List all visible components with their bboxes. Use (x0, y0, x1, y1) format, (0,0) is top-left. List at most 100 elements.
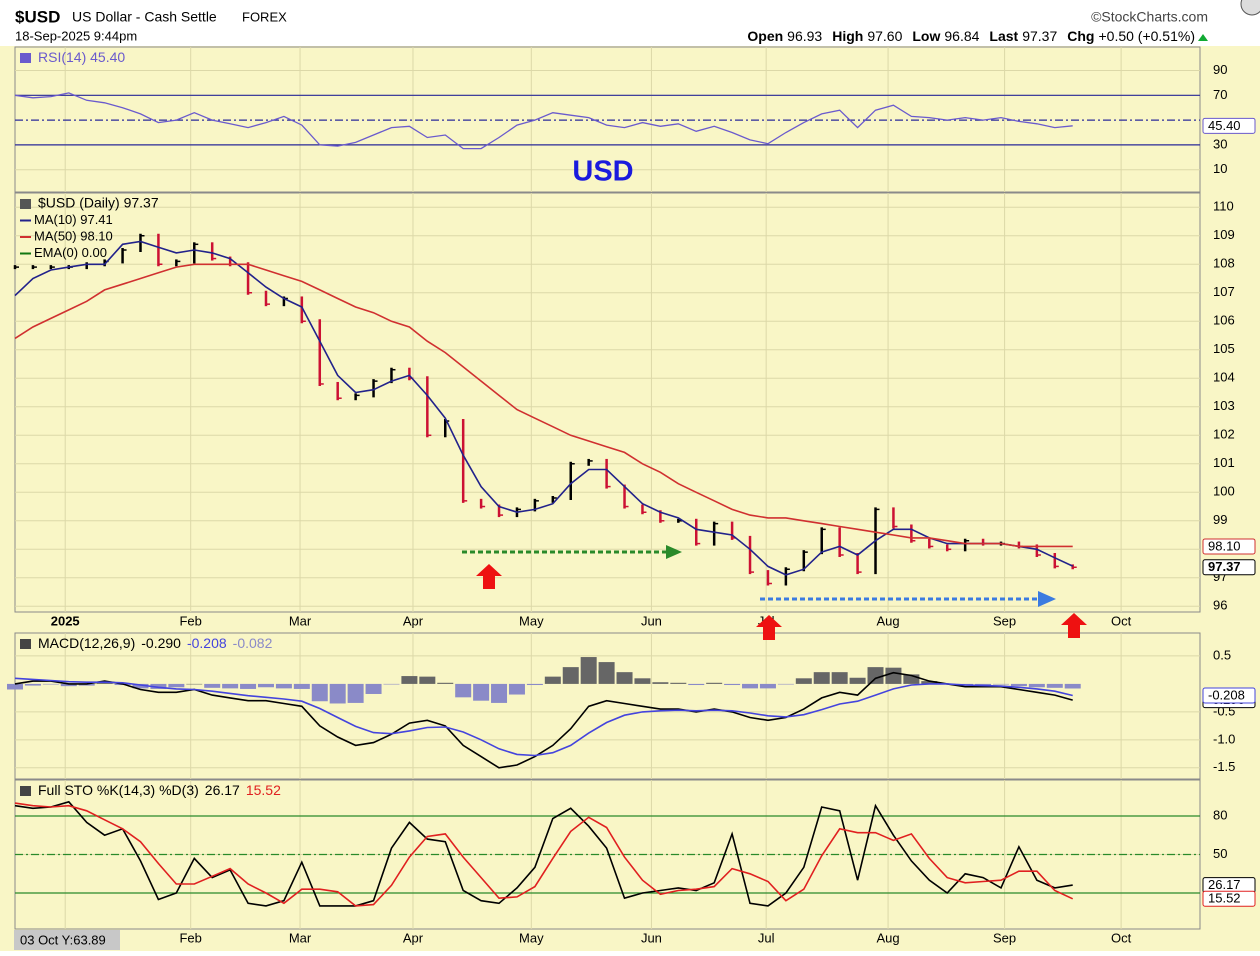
price-bar (1071, 564, 1077, 570)
y-tick-label: 99 (1213, 512, 1227, 527)
histogram-bar (7, 683, 23, 690)
legend-entry: EMA(0) 0.00 (34, 245, 107, 260)
y-tick-label: 0.5 (1213, 647, 1231, 662)
value-box (1202, 890, 1256, 907)
x-tick-label: Jun (641, 930, 662, 945)
x-tick-label: 2025 (51, 613, 80, 628)
legend-entry: $USD (Daily) 97.37 (38, 195, 159, 211)
annotation: USD (572, 156, 633, 188)
histogram-bar (293, 683, 310, 689)
price-bar (820, 527, 826, 555)
y-tick-label: 109 (1213, 227, 1235, 242)
value-box (1202, 538, 1256, 555)
price-bar (928, 538, 934, 549)
histogram-bar (544, 676, 561, 684)
x-tick-label: Oct (1111, 613, 1132, 628)
y-tick-label: 108 (1213, 256, 1235, 271)
price-bar (479, 498, 486, 509)
histogram-bar (508, 683, 525, 695)
histogram-bar (78, 683, 95, 686)
histogram-bar (240, 683, 257, 689)
histogram-bar (257, 683, 274, 688)
histogram-bar (670, 682, 687, 684)
value-box-label: 45.40 (1208, 118, 1241, 133)
price-bar (694, 518, 701, 546)
price-bar (963, 538, 970, 552)
histogram-bar (724, 683, 741, 686)
x-tick-label: Mar (289, 613, 312, 628)
legend-entry: MA(10) 97.41 (34, 212, 113, 227)
histogram-bar (813, 672, 830, 684)
y-tick-label: 110 (1213, 199, 1234, 214)
y-tick-label: 107 (1213, 284, 1235, 299)
y-tick-label: 105 (1213, 341, 1235, 356)
legend-icon (20, 53, 31, 63)
symbol: $USD (15, 7, 60, 26)
y-tick-label: -1.0 (1213, 731, 1235, 746)
histogram-bar (222, 683, 239, 689)
histogram-bar (975, 683, 992, 686)
histogram-bar (885, 667, 902, 684)
histogram-bar (598, 662, 615, 684)
y-tick-label: -1.5 (1213, 759, 1235, 774)
y-tick-label: 102 (1213, 427, 1235, 442)
histogram-bar (455, 683, 472, 698)
histogram-bar (24, 683, 41, 686)
x-tick-label: Jul (758, 930, 775, 945)
histogram-bar (903, 674, 920, 684)
price-bar (910, 524, 916, 543)
histogram-bar (795, 678, 812, 684)
y-tick-label: 96 (1213, 598, 1227, 613)
y-tick-label: 90 (1213, 62, 1227, 77)
x-tick-label: Aug (876, 613, 899, 628)
exchange: FOREX (242, 9, 287, 24)
x-tick-label: Apr (403, 613, 424, 628)
histogram-bar (742, 683, 759, 689)
close-icon[interactable] (1240, 0, 1260, 16)
quote-value: 97.60 (867, 28, 902, 44)
histogram-bar (383, 683, 400, 685)
arrow-head (1038, 591, 1056, 607)
legend-entry: RSI(14) 45.40 (38, 49, 125, 65)
red-arrow (476, 564, 502, 589)
y-tick-label: 101 (1213, 455, 1235, 470)
cursor-label: 03 Oct Y:63.89 (20, 932, 106, 947)
histogram-bar (849, 677, 866, 684)
price-bar (748, 535, 755, 575)
price-bar (318, 319, 324, 386)
histogram-bar (921, 681, 938, 684)
legend-label: MACD(12,26,9) (38, 635, 135, 651)
price-bar (31, 265, 37, 270)
price-bar (551, 495, 557, 503)
price-bar (1053, 552, 1059, 569)
arrow-head (666, 545, 682, 559)
histogram-bar (562, 667, 579, 684)
legend-label: Full STO %K(14,3) %D(3) (38, 782, 199, 798)
price-bar (49, 265, 55, 270)
price-bar (641, 504, 647, 515)
legend: RSI(14) 45.40 (38, 49, 125, 65)
price-bar (175, 259, 181, 267)
price-bar (802, 550, 808, 572)
histogram-bar (96, 682, 113, 684)
series-line (14, 802, 1074, 907)
histogram-bar (347, 683, 364, 703)
price-bar (569, 461, 575, 500)
quote-label: Open (747, 28, 783, 44)
legend-icon (20, 199, 31, 209)
quote-value: +0.50 (+0.51%) (1098, 28, 1195, 44)
histogram-bar (580, 657, 597, 684)
price-bar (838, 527, 844, 557)
histogram-bar (275, 683, 292, 689)
histogram-bar (706, 682, 723, 684)
price-bar (354, 393, 360, 401)
y-tick-label: 30 (1213, 136, 1227, 151)
histogram-bar (329, 683, 346, 704)
legend-entry: 26.17 (205, 782, 240, 798)
panel (14, 192, 1201, 613)
value-box-label: 26.17 (1208, 877, 1241, 892)
x-tick-label: May (519, 613, 544, 628)
series-line (14, 240, 1074, 576)
